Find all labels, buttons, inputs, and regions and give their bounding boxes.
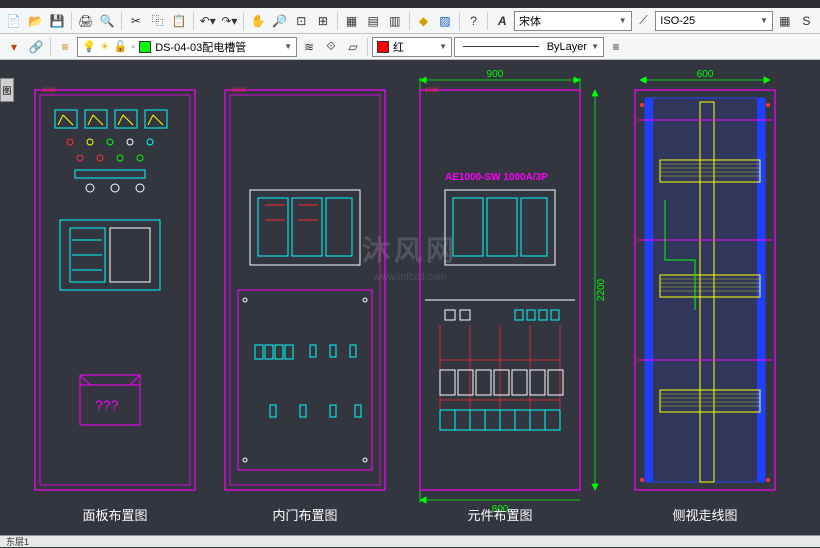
chevron-down-icon: ▼ [760, 16, 768, 25]
svg-text:2200: 2200 [596, 278, 607, 301]
undo-icon[interactable]: ↶▾ [198, 11, 218, 31]
copy-icon[interactable]: ⿻ [148, 11, 168, 31]
svg-text:1000: 1000 [425, 88, 439, 94]
toolbar-layers: ▾ 🔗 ≡ 💡 ☀ 🔓 ▫ DS-04-03配电槽管 ▼ ≋ ⟐ ▱ 红 ▼ B… [0, 34, 820, 60]
svg-text:900: 900 [487, 69, 504, 80]
layer-color-swatch [139, 41, 151, 53]
dimstyle-dropdown[interactable]: ISO-25 ▼ [655, 11, 773, 31]
font-name: 宋体 [519, 13, 541, 29]
linetype-dropdown[interactable]: ByLayer ▼ [454, 37, 604, 57]
panel2-label: 内门布置图 [272, 508, 337, 523]
separator [50, 38, 51, 56]
titlebar [0, 0, 820, 8]
separator [337, 12, 338, 30]
status-text: 东层1 [6, 537, 29, 547]
separator [71, 12, 72, 30]
plot-on-icon: ▫ [131, 41, 135, 53]
watermark-url: www.mfcad.com [373, 272, 447, 283]
layer-dropdown[interactable]: 💡 ☀ 🔓 ▫ DS-04-03配电槽管 ▼ [77, 37, 297, 57]
layer-props-icon[interactable]: ≡ [55, 37, 75, 57]
panel-4: 600 [635, 69, 775, 490]
panel4-label: 侧视走线图 [672, 508, 737, 523]
panel3-label: 元件布置图 [467, 508, 532, 523]
layer-match-icon[interactable]: ⟐ [321, 37, 341, 57]
chevron-down-icon: ▼ [284, 42, 292, 51]
panel1-label: 面板布置图 [82, 508, 147, 523]
separator [487, 12, 488, 30]
lineweight-icon[interactable]: ≡ [606, 37, 626, 57]
help-icon[interactable]: ? [464, 11, 484, 31]
dimstyle-icon[interactable]: ⟋ [634, 11, 654, 31]
table-icon[interactable]: ▦ [775, 11, 795, 31]
open-icon[interactable]: 📂 [26, 11, 46, 31]
paste-icon[interactable]: 📋 [169, 11, 189, 31]
layer-iso-icon[interactable]: ▱ [343, 37, 363, 57]
status-bar: 东层1 [0, 535, 820, 547]
svg-text:???: ??? [95, 397, 119, 413]
preview-icon[interactable]: 🔍 [97, 11, 117, 31]
separator [409, 12, 410, 30]
toolbar-main: 📄 📂 💾 🖨 🔍 ✂ ⿻ 📋 ↶▾ ↷▾ ✋ 🔎 ⊡ ⊞ ▦ ▤ ▥ ◆ ▨ … [0, 8, 820, 34]
tool-palette-icon[interactable]: ▥ [385, 11, 405, 31]
color-swatch [377, 41, 389, 53]
zoom-win-icon[interactable]: ⊡ [291, 11, 311, 31]
properties-icon[interactable]: ▦ [342, 11, 362, 31]
pan-icon[interactable]: ✋ [248, 11, 268, 31]
zoom-prev-icon[interactable]: ⊞ [313, 11, 333, 31]
side-tab[interactable]: 图 [0, 78, 14, 102]
separator [121, 12, 122, 30]
font-dropdown[interactable]: 宋体 ▼ [514, 11, 632, 31]
save-icon[interactable]: 💾 [47, 11, 67, 31]
separator [193, 12, 194, 30]
separator [243, 12, 244, 30]
zoom-rt-icon[interactable]: 🔎 [270, 11, 290, 31]
cut-icon[interactable]: ✂ [126, 11, 146, 31]
design-center-icon[interactable]: ▤ [363, 11, 383, 31]
panel-1: 1000 [35, 88, 195, 490]
s-button[interactable]: S [797, 11, 817, 31]
panel-2: 1000 [225, 88, 385, 490]
hatch-icon[interactable]: ▨ [435, 11, 455, 31]
drawing-canvas[interactable]: 图 沐风网 www.mfcad.com 1000 [0, 60, 820, 535]
dimstyle-name: ISO-25 [660, 15, 695, 27]
watermark-text: 沐风网 [362, 235, 458, 266]
textstyle-icon[interactable]: A [492, 11, 512, 31]
svg-text:600: 600 [697, 69, 714, 80]
plot-icon[interactable]: 🖨 [76, 11, 96, 31]
panel-3: 900 2200 800 1000 AE1000-SW 1000A/3P [420, 69, 607, 515]
linetype-name: ByLayer [547, 41, 587, 53]
linetype-preview [463, 46, 539, 47]
layer-prev-icon[interactable]: ≋ [299, 37, 319, 57]
svg-text:1000: 1000 [42, 88, 56, 94]
separator [367, 38, 368, 56]
svg-text:AE1000-SW 1000A/3P: AE1000-SW 1000A/3P [445, 172, 548, 183]
redo-icon[interactable]: ↷▾ [220, 11, 240, 31]
color-name: 红 [393, 39, 404, 55]
layer-name: DS-04-03配电槽管 [155, 39, 246, 55]
geom-icon[interactable]: ▾ [4, 37, 24, 57]
chevron-down-icon: ▼ [439, 42, 447, 51]
bulb-icon: 💡 [82, 40, 96, 53]
svg-text:1000: 1000 [232, 88, 246, 94]
color-dropdown[interactable]: 红 ▼ [372, 37, 452, 57]
new-icon[interactable]: 📄 [4, 11, 24, 31]
sun-icon: ☀ [100, 40, 110, 53]
attach-icon[interactable]: 🔗 [26, 37, 46, 57]
block-icon[interactable]: ◆ [414, 11, 434, 31]
separator [459, 12, 460, 30]
chevron-down-icon: ▼ [591, 42, 599, 51]
chevron-down-icon: ▼ [619, 16, 627, 25]
lock-icon: 🔓 [114, 40, 128, 53]
